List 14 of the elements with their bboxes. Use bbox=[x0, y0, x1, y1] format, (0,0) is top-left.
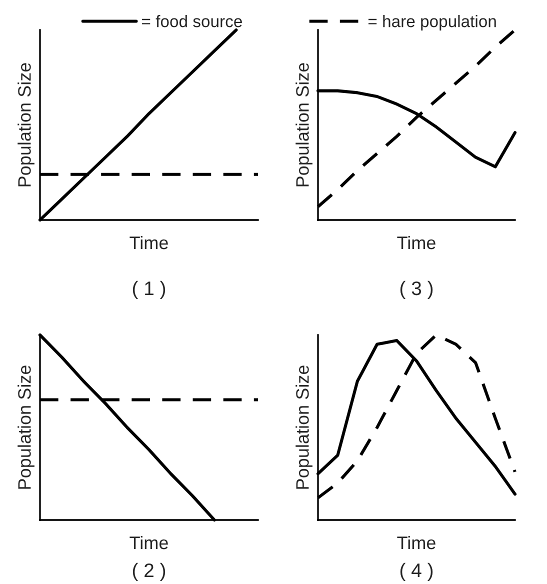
x-axis-title: Time bbox=[130, 536, 168, 550]
legend-label: = food source bbox=[142, 15, 242, 28]
text: ( 2 ) bbox=[132, 562, 166, 582]
text: ( 1 ) bbox=[132, 280, 166, 300]
y-axis-title: Population Size bbox=[18, 63, 34, 186]
text: ( 3 ) bbox=[400, 280, 433, 300]
x-axis-title: Time bbox=[397, 236, 436, 250]
text: ( 4 ) bbox=[400, 562, 433, 582]
legend-label: = hare population bbox=[368, 15, 496, 31]
x-axis-title: Time bbox=[397, 536, 436, 550]
y-axis-title: Population Size bbox=[296, 366, 312, 489]
x-axis-title: Time bbox=[130, 236, 168, 250]
y-axis-title: Population Size bbox=[18, 366, 34, 489]
y-axis-title: Population Size bbox=[296, 63, 312, 186]
